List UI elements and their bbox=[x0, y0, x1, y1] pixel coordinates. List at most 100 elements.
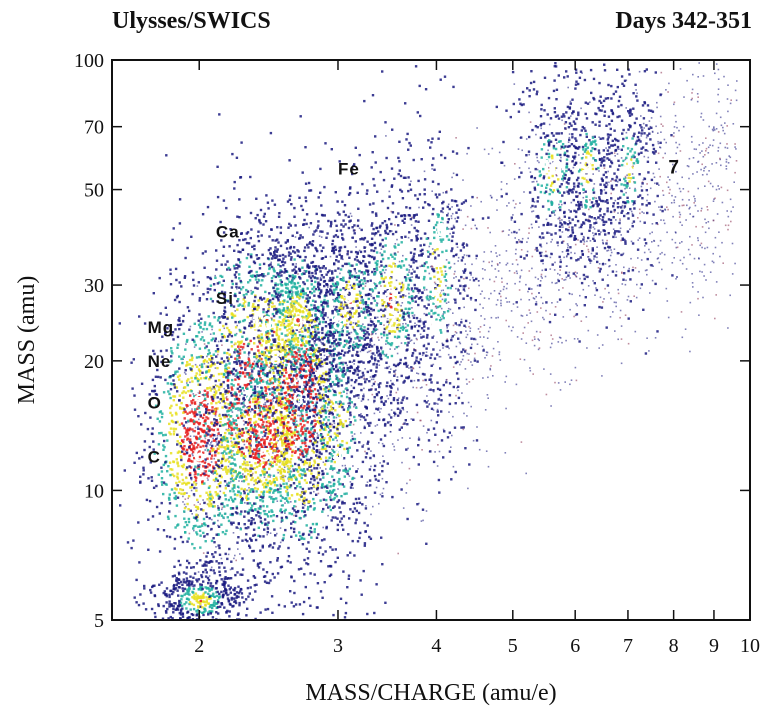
background-count-point bbox=[350, 323, 353, 326]
background-count-point bbox=[359, 370, 362, 372]
background-count-point bbox=[408, 375, 410, 377]
background-count-point bbox=[619, 316, 621, 319]
ion-count-point bbox=[269, 247, 272, 250]
background-count-point bbox=[500, 181, 503, 183]
background-count-point bbox=[661, 268, 663, 271]
ion-count-point bbox=[220, 239, 223, 242]
ion-count-point bbox=[268, 467, 271, 471]
background-count-point bbox=[447, 323, 450, 326]
background-count-point bbox=[704, 218, 706, 221]
ion-count-point bbox=[320, 374, 324, 378]
background-count-point bbox=[623, 207, 626, 209]
background-count-point bbox=[355, 272, 358, 274]
ion-count-point bbox=[239, 261, 242, 264]
background-count-point bbox=[675, 278, 677, 280]
background-count-point bbox=[539, 331, 542, 333]
background-count-point bbox=[663, 253, 666, 256]
background-count-point bbox=[253, 483, 255, 486]
ion-count-point bbox=[181, 407, 184, 410]
ion-count-point bbox=[265, 341, 268, 345]
background-count-point bbox=[662, 156, 664, 159]
ion-count-point bbox=[186, 523, 189, 527]
background-count-point bbox=[635, 296, 638, 299]
ion-count-point bbox=[204, 419, 207, 422]
ion-count-point bbox=[215, 606, 218, 609]
background-count-point bbox=[453, 298, 455, 301]
ion-count-point bbox=[220, 357, 223, 360]
background-count-point bbox=[688, 157, 691, 160]
background-count-point bbox=[570, 251, 572, 254]
background-count-point bbox=[445, 259, 448, 261]
ion-count-point bbox=[178, 586, 181, 589]
ion-count-point bbox=[179, 445, 183, 448]
background-count-point bbox=[566, 255, 568, 257]
ion-count-point bbox=[160, 470, 164, 473]
ion-count-point bbox=[276, 557, 279, 560]
background-count-point bbox=[508, 229, 511, 231]
background-count-point bbox=[590, 252, 593, 255]
background-count-point bbox=[629, 228, 631, 230]
ion-count-point bbox=[197, 473, 200, 476]
ion-count-point bbox=[207, 427, 210, 431]
ion-count-point bbox=[181, 488, 184, 492]
ion-count-point bbox=[249, 381, 253, 384]
ion-count-point bbox=[281, 538, 284, 542]
ion-count-point bbox=[239, 573, 242, 576]
ion-count-point bbox=[240, 340, 243, 343]
background-count-point bbox=[342, 258, 344, 261]
ion-count-point bbox=[224, 423, 227, 426]
ion-count-point bbox=[259, 208, 263, 212]
background-count-point bbox=[513, 206, 516, 209]
ion-count-point bbox=[227, 484, 230, 487]
background-count-point bbox=[691, 97, 693, 100]
background-count-point bbox=[184, 498, 187, 500]
background-count-point bbox=[497, 270, 500, 272]
background-count-point bbox=[301, 319, 304, 322]
background-count-point bbox=[679, 259, 682, 262]
background-count-point bbox=[673, 199, 675, 201]
ion-count-point bbox=[196, 506, 199, 509]
ion-count-point bbox=[296, 485, 299, 488]
background-count-point bbox=[496, 263, 499, 265]
background-count-point bbox=[674, 114, 677, 117]
ion-count-point bbox=[218, 570, 221, 573]
background-count-point bbox=[458, 341, 461, 344]
background-count-point bbox=[510, 310, 513, 312]
background-count-point bbox=[271, 496, 273, 498]
background-count-point bbox=[635, 89, 637, 91]
ion-count-point bbox=[248, 489, 251, 492]
ion-count-point bbox=[175, 577, 178, 580]
background-count-point bbox=[620, 157, 623, 159]
ion-count-point bbox=[174, 526, 177, 529]
background-count-point bbox=[470, 405, 472, 408]
background-count-point bbox=[717, 93, 719, 96]
background-count-point bbox=[258, 461, 261, 464]
ion-count-point bbox=[220, 603, 224, 606]
background-count-point bbox=[461, 392, 463, 394]
ion-count-point bbox=[231, 479, 235, 483]
background-count-point bbox=[295, 505, 297, 508]
ion-count-point bbox=[312, 265, 315, 268]
background-count-point bbox=[269, 532, 272, 534]
background-count-point bbox=[653, 176, 656, 178]
background-count-point bbox=[593, 183, 596, 185]
background-count-point bbox=[495, 276, 497, 278]
ion-count-point bbox=[172, 433, 176, 436]
background-count-point bbox=[519, 202, 521, 204]
ion-count-point bbox=[220, 441, 223, 444]
background-count-point bbox=[374, 330, 376, 332]
ion-count-point bbox=[212, 604, 215, 607]
background-count-point bbox=[391, 299, 393, 302]
ion-count-point bbox=[178, 355, 181, 358]
background-count-point bbox=[434, 451, 436, 453]
ion-count-point bbox=[271, 445, 275, 448]
background-count-point bbox=[532, 180, 535, 183]
ion-count-point bbox=[234, 391, 237, 394]
ion-count-point bbox=[176, 375, 180, 378]
background-count-point bbox=[687, 165, 690, 168]
ion-count-point bbox=[212, 522, 215, 525]
ion-count-point bbox=[261, 339, 265, 343]
ion-count-point bbox=[206, 498, 209, 501]
ion-count-point bbox=[202, 451, 205, 454]
ion-count-point bbox=[186, 540, 189, 543]
